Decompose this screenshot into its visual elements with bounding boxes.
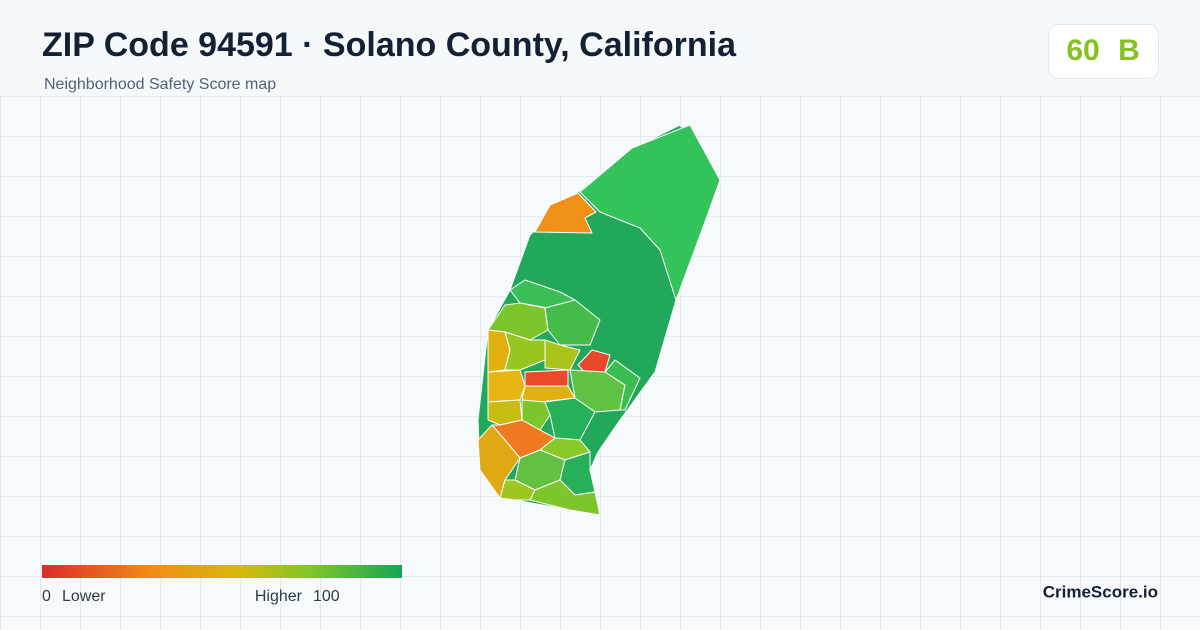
region — [524, 369, 569, 387]
legend-max: 100 — [313, 588, 340, 605]
score-value: 60 — [1066, 34, 1099, 67]
region — [544, 299, 601, 346]
legend-bar — [42, 565, 402, 578]
region — [487, 369, 526, 403]
brand: CrimeScore.io — [1043, 582, 1158, 601]
region — [579, 124, 721, 301]
legend-min-label: Lower — [62, 588, 106, 605]
region — [529, 479, 601, 516]
region — [477, 424, 521, 499]
zip-map — [477, 124, 721, 516]
subtitle: Neighborhood Safety Score map — [44, 76, 276, 93]
region — [604, 359, 641, 411]
legend-min: 0 — [42, 588, 51, 605]
region — [534, 192, 597, 234]
legend-max-label: Higher — [255, 588, 303, 605]
score-badge — [1048, 24, 1159, 79]
score-grade: B — [1118, 34, 1140, 67]
region — [544, 339, 581, 371]
region — [521, 399, 551, 431]
region — [504, 331, 546, 371]
grid — [0, 96, 1200, 630]
title: ZIP Code 94591 · Solano County, Californ… — [42, 26, 737, 64]
